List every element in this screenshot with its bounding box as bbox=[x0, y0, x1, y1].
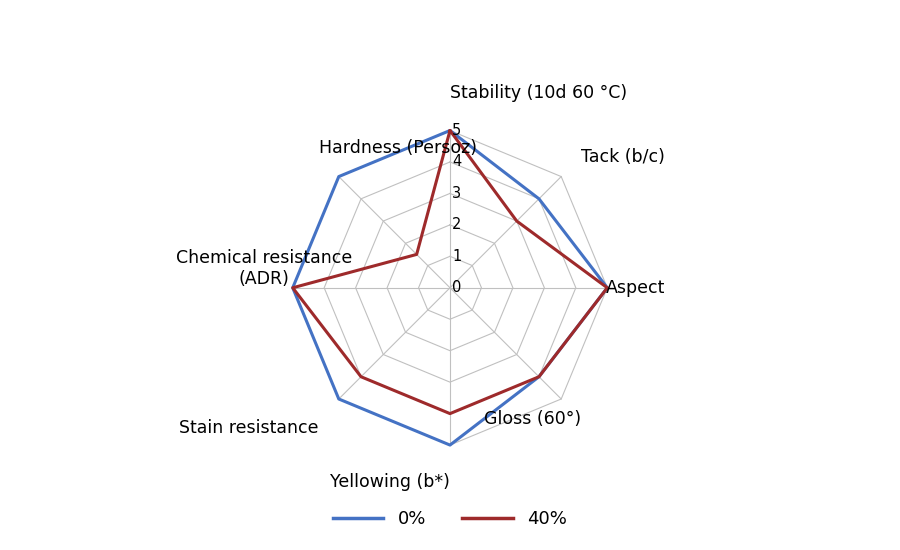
Text: Stain resistance: Stain resistance bbox=[179, 419, 319, 437]
Text: 2: 2 bbox=[452, 217, 462, 232]
Text: Gloss (60°): Gloss (60°) bbox=[484, 410, 581, 428]
Text: 3: 3 bbox=[452, 186, 462, 201]
Text: Stability (10d 60 °C): Stability (10d 60 °C) bbox=[450, 84, 627, 102]
Text: 4: 4 bbox=[452, 155, 462, 169]
Text: Aspect: Aspect bbox=[606, 279, 665, 297]
Legend: 0%, 40%: 0%, 40% bbox=[326, 503, 574, 536]
Text: 1: 1 bbox=[452, 249, 462, 264]
Text: Yellowing (b*): Yellowing (b*) bbox=[330, 474, 450, 491]
Text: Tack (b/c): Tack (b/c) bbox=[581, 147, 665, 166]
Text: Chemical resistance
(ADR): Chemical resistance (ADR) bbox=[176, 249, 353, 288]
Text: 0: 0 bbox=[452, 280, 462, 295]
Text: Hardness (Persoz): Hardness (Persoz) bbox=[319, 139, 477, 157]
Text: 5: 5 bbox=[452, 123, 462, 138]
